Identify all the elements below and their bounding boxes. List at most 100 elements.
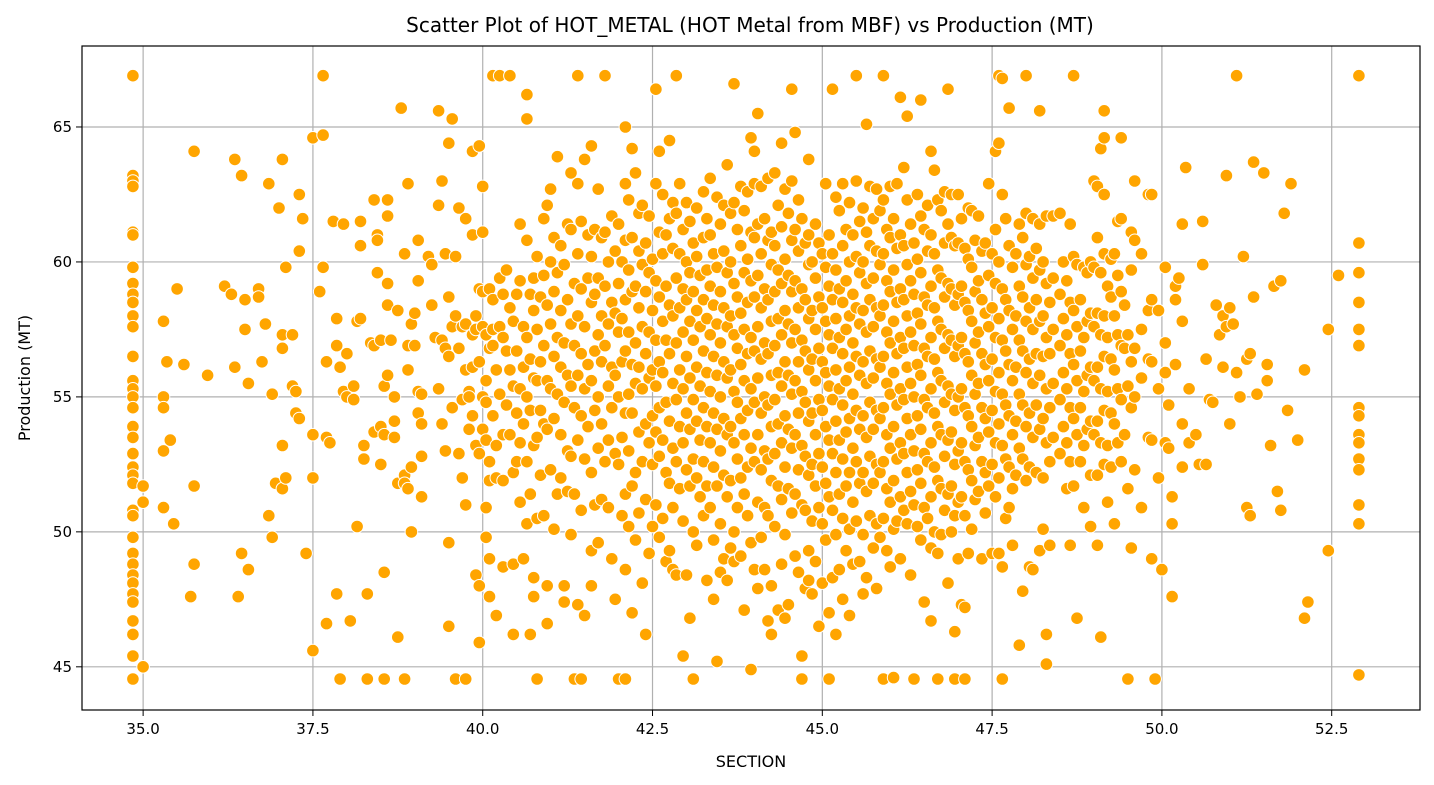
data-point xyxy=(768,238,782,253)
data-point xyxy=(472,579,487,593)
data-point xyxy=(1090,468,1105,483)
data-point xyxy=(458,672,473,686)
data-point xyxy=(262,176,276,191)
data-point xyxy=(995,71,1010,86)
data-point xyxy=(228,152,242,167)
data-point xyxy=(829,311,843,326)
data-point xyxy=(591,182,606,196)
data-point xyxy=(958,508,972,523)
data-point xyxy=(513,274,527,288)
data-point xyxy=(764,627,779,642)
data-point xyxy=(520,112,534,126)
data-point xyxy=(1077,500,1091,515)
data-point xyxy=(927,163,942,177)
data-point xyxy=(442,136,456,150)
data-point xyxy=(571,433,585,447)
data-point xyxy=(1250,387,1264,402)
data-point xyxy=(564,222,578,237)
data-point xyxy=(1352,463,1366,477)
data-point xyxy=(1165,589,1179,604)
data-point xyxy=(914,368,928,383)
data-point xyxy=(727,525,741,539)
data-point xyxy=(598,225,612,239)
y-tick-label: 55 xyxy=(53,388,72,406)
data-point xyxy=(924,382,938,396)
data-point xyxy=(985,301,999,315)
data-point xyxy=(475,225,490,239)
data-point xyxy=(795,672,809,686)
data-point xyxy=(1158,336,1173,350)
data-point xyxy=(571,247,585,261)
data-point xyxy=(584,139,599,153)
data-point xyxy=(666,500,680,515)
data-point xyxy=(669,68,684,83)
data-point xyxy=(693,490,707,504)
data-point xyxy=(1236,249,1251,264)
data-point xyxy=(306,427,320,442)
data-point xyxy=(788,125,802,140)
data-point xyxy=(136,495,150,510)
data-point xyxy=(279,471,293,485)
data-point xyxy=(472,355,487,369)
data-point xyxy=(744,330,758,345)
data-point xyxy=(1077,330,1091,345)
data-point xyxy=(720,490,735,504)
data-point xyxy=(360,672,375,686)
data-point xyxy=(886,263,901,277)
data-point xyxy=(1056,419,1071,434)
data-point xyxy=(503,427,517,442)
data-point xyxy=(1151,471,1166,485)
data-point xyxy=(564,166,578,180)
data-point xyxy=(442,290,456,304)
data-point xyxy=(751,106,765,121)
data-point xyxy=(778,527,792,542)
data-point xyxy=(744,382,758,396)
data-point xyxy=(774,220,789,234)
data-point xyxy=(472,139,487,153)
data-point xyxy=(914,265,928,280)
data-point xyxy=(846,228,860,242)
data-point xyxy=(357,438,371,453)
data-point xyxy=(1274,503,1288,518)
data-point xyxy=(1097,187,1111,202)
data-point xyxy=(1189,427,1203,442)
data-point xyxy=(866,371,881,385)
data-point xyxy=(706,533,721,547)
data-point xyxy=(869,581,884,596)
data-point xyxy=(618,672,633,686)
data-point xyxy=(380,276,395,291)
data-point xyxy=(513,217,527,231)
data-point xyxy=(839,543,853,558)
data-point xyxy=(859,117,874,132)
data-point xyxy=(1274,274,1288,288)
data-point xyxy=(1053,206,1067,221)
data-point xyxy=(720,158,735,172)
data-point xyxy=(479,500,493,515)
data-point xyxy=(591,535,606,550)
data-point xyxy=(669,271,684,285)
data-point xyxy=(822,228,836,242)
data-point xyxy=(391,630,405,644)
data-point xyxy=(829,263,843,277)
data-point xyxy=(795,649,809,663)
data-point xyxy=(839,274,853,288)
data-point xyxy=(509,406,524,420)
data-point xyxy=(588,287,602,302)
data-point xyxy=(1060,274,1074,288)
data-point xyxy=(255,355,269,369)
data-point xyxy=(768,392,782,407)
data-point xyxy=(601,379,616,393)
data-point xyxy=(815,301,830,315)
data-point xyxy=(1036,471,1050,485)
data-point xyxy=(1073,400,1088,415)
data-point xyxy=(679,568,694,582)
data-point xyxy=(126,349,140,364)
data-point xyxy=(652,530,667,545)
data-point xyxy=(346,392,361,407)
data-point xyxy=(927,247,942,261)
data-point xyxy=(757,211,772,226)
data-point xyxy=(397,247,412,261)
data-point xyxy=(910,463,925,477)
data-point xyxy=(126,508,140,523)
data-point xyxy=(442,535,456,550)
